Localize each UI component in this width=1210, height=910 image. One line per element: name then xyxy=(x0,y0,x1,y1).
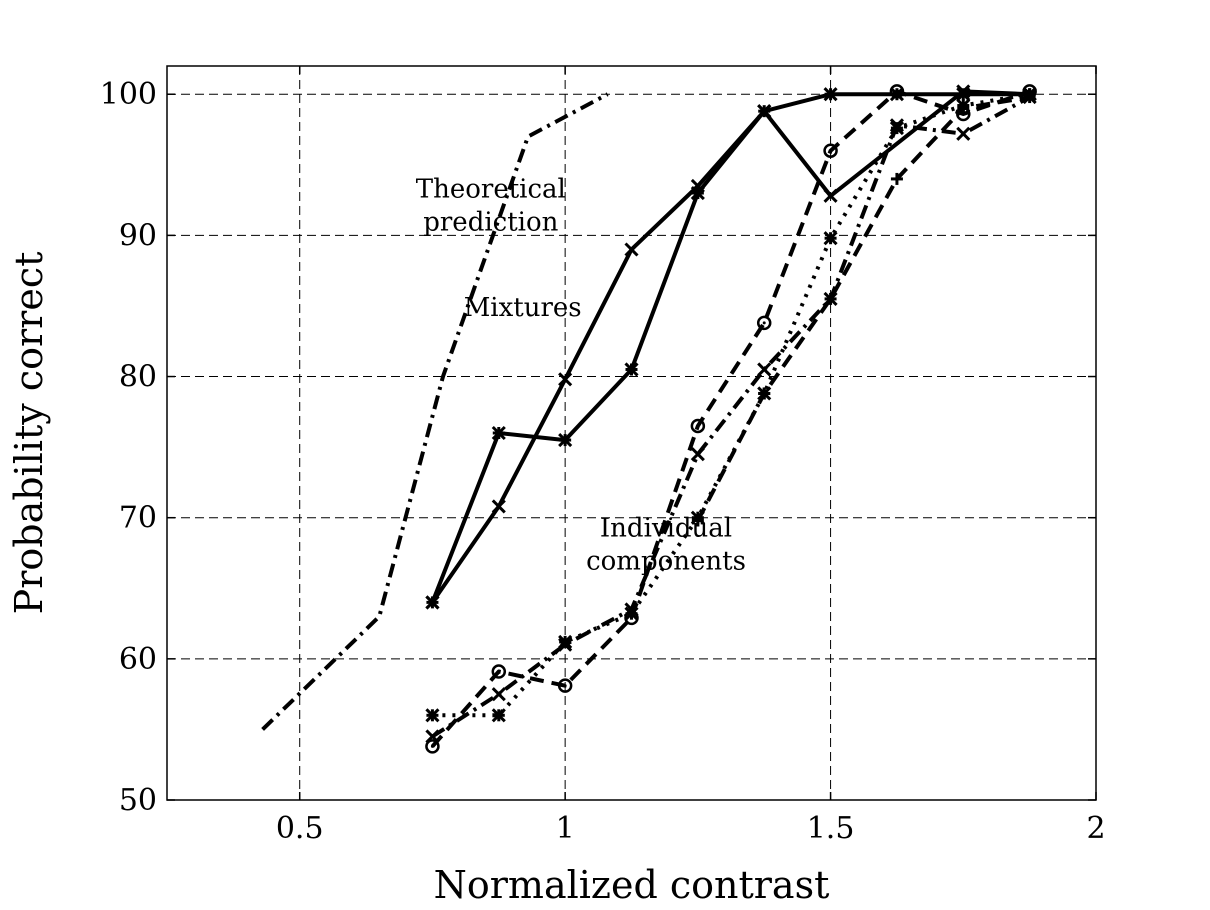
data-point xyxy=(957,102,970,115)
x-tick-label: 1 xyxy=(556,811,575,846)
data-point xyxy=(491,664,507,679)
data-point xyxy=(823,87,838,102)
data-point xyxy=(890,172,903,185)
series-line-6 xyxy=(431,95,1031,739)
x-tick-label: 2 xyxy=(1086,811,1105,846)
annotation-text: Individual xyxy=(600,513,732,543)
data-point xyxy=(690,418,706,434)
y-tick-label: 50 xyxy=(119,783,157,818)
data-point xyxy=(491,499,506,514)
annotation-text: Theoretical xyxy=(416,175,566,205)
data-point xyxy=(823,231,838,246)
data-point xyxy=(757,104,772,119)
data-point xyxy=(425,729,440,744)
series-line-2 xyxy=(430,92,1030,604)
data-point xyxy=(491,425,506,441)
x-tick-label: 1.5 xyxy=(807,811,855,846)
data-point xyxy=(425,739,440,754)
markers-layer xyxy=(425,84,1037,754)
data-point xyxy=(558,372,573,387)
data-point xyxy=(757,362,772,377)
series-line-4 xyxy=(430,89,1031,748)
data-point xyxy=(889,118,904,133)
plot-frame xyxy=(166,65,1097,801)
grid-lines xyxy=(167,66,1096,800)
x-axis-label: Normalized contrast xyxy=(434,863,830,907)
y-tick-label: 90 xyxy=(119,218,157,253)
data-point xyxy=(889,84,905,99)
data-point xyxy=(425,595,440,610)
data-point xyxy=(758,387,771,400)
annotation-text: Mixtures xyxy=(464,293,582,323)
y-tick-label: 80 xyxy=(119,360,157,395)
series-line-7 xyxy=(696,95,1030,522)
data-point xyxy=(756,315,772,331)
data-point xyxy=(624,242,639,257)
data-point xyxy=(823,143,838,158)
series-layer xyxy=(261,89,1031,748)
data-point xyxy=(624,602,639,617)
x-tick-label: 0.5 xyxy=(276,811,324,846)
data-point xyxy=(690,447,705,462)
data-point xyxy=(824,292,837,305)
tick-labels: 0.5 1 1.5 2 50 60 70 80 90 100 xyxy=(100,77,1106,846)
data-point xyxy=(691,514,704,527)
y-axis-label: Probability correct xyxy=(7,252,51,615)
series-line-1 xyxy=(261,92,609,731)
data-point xyxy=(1023,91,1036,104)
data-point xyxy=(558,432,573,448)
y-tick-label: 70 xyxy=(119,501,157,536)
y-tick-label: 60 xyxy=(119,642,157,677)
data-point xyxy=(557,678,573,693)
data-point xyxy=(823,188,838,203)
data-point xyxy=(690,178,705,194)
y-tick-label: 100 xyxy=(100,77,157,112)
data-point xyxy=(425,708,440,723)
annotation-text: prediction xyxy=(423,208,558,238)
data-point xyxy=(491,687,506,702)
tick-marks xyxy=(167,66,1097,801)
data-point xyxy=(956,84,971,99)
data-point xyxy=(624,362,639,377)
data-point xyxy=(491,708,506,723)
data-point xyxy=(956,126,971,141)
data-point xyxy=(558,637,573,652)
annotation-text: components xyxy=(586,546,746,576)
